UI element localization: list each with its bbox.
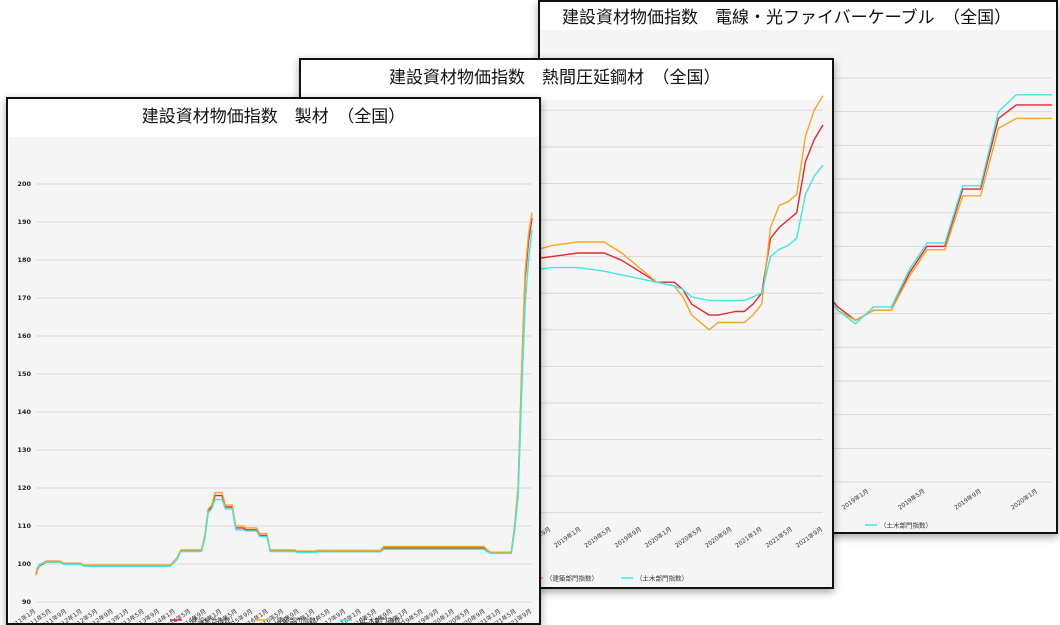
chart-title-seizai: 建設資材物価指数 製材 （全国） (141, 107, 406, 127)
x-tick-label: 2020年1月 (643, 525, 673, 549)
x-tick-label: 2019年5月 (896, 487, 926, 511)
x-tick-label: 2019年1月 (552, 525, 582, 549)
series-line-kenchiku_sogo (35, 218, 533, 574)
y-tick-label: 90 (22, 598, 32, 606)
chart-panel-seizai: 建設資材物価指数 製材 （全国） 90 100 110 120 130 140 150 160… (6, 97, 541, 625)
legend-label: （土木部門指数） (636, 573, 688, 582)
series-line-doboku_bumon (35, 229, 533, 571)
chart-svg-seizai: 901001101201301401501601701801902002011年… (8, 180, 533, 624)
x-tick-label: 2019年5月 (583, 525, 613, 549)
legend-label: （建設総合指数） (185, 615, 237, 624)
x-tick-label: 2019年9月 (953, 487, 983, 511)
legend-label: （建築部門指数） (546, 573, 598, 582)
legend-label: （土木部門指数） (880, 520, 932, 529)
plot-area-seizai: 90 100 110 120 130 140 150 160 170 180 190 200 2011年… (8, 137, 539, 624)
legend-label: （土木部門指数） (355, 615, 407, 624)
y-tick-label: 100 (17, 560, 31, 568)
y-tick-label: 180 (17, 256, 31, 264)
chart-title-kohan: 建設資材物価指数 熱間圧延鋼材 （全国） (389, 68, 721, 88)
x-tick-label: 2021年9月 (794, 525, 824, 549)
y-tick-label: 120 (17, 484, 31, 492)
y-tick-label: 140 (17, 408, 31, 416)
y-tick-label: 130 (17, 446, 31, 454)
y-tick-label: 150 (17, 370, 31, 378)
y-tick-label: 110 (17, 522, 31, 530)
x-tick-label: 2019年9月 (613, 525, 643, 549)
x-tick-label: 2020年9月 (703, 525, 733, 549)
y-tick-label: 160 (17, 332, 31, 340)
legend-label: （建築部門指数） (270, 615, 322, 624)
series-line-kenchiku_bumon (35, 212, 533, 576)
y-tick-label: 170 (17, 294, 31, 302)
x-tick-label: 2019年1月 (840, 487, 870, 511)
chart-title-densen: 建設資材物価指数 電線・光ファイバーケーブル （全国） (562, 8, 1012, 28)
x-tick-label: 2021年5月 (764, 525, 794, 549)
x-tick-label: 2020年5月 (673, 525, 703, 549)
x-tick-label: 2021年1月 (734, 525, 764, 549)
x-tick-label: 2020年1月 (1009, 487, 1039, 511)
y-tick-label: 200 (17, 180, 31, 188)
y-tick-label: 190 (17, 218, 31, 226)
